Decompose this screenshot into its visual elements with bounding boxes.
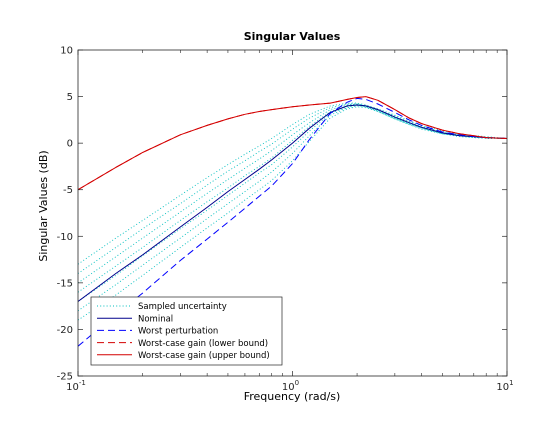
x-tick-exponent: 1 <box>509 379 513 387</box>
y-tick-label: -25 <box>57 372 73 383</box>
y-axis-label: Singular Values (dB) <box>37 150 50 261</box>
legend-box <box>90 296 283 366</box>
series-line-worst-perturbation <box>78 97 507 347</box>
y-tick-label: -5 <box>63 185 73 196</box>
sampled-uncertainty-lines <box>78 102 507 321</box>
x-tick-label: 101 <box>496 379 513 393</box>
legend-label-3: Worst perturbation <box>138 327 218 337</box>
legend-label-2: Nominal <box>138 314 173 324</box>
y-tick-label: 0 <box>67 139 73 150</box>
y-tick-label: 5 <box>67 92 73 103</box>
y-tick-label: -10 <box>57 232 73 243</box>
x-tick-exponent: 0 <box>295 379 299 387</box>
y-tick-label: -20 <box>57 325 73 336</box>
legend: Sampled uncertainty Nominal Worst perturba… <box>90 296 283 366</box>
legend-label-1: Sampled uncertainty <box>138 302 227 312</box>
series-line-worst-case-gain-upper-bound <box>78 96 507 191</box>
x-axis-label: Frequency (rad/s) <box>244 390 341 403</box>
chart-title: Singular Values <box>244 30 341 43</box>
axes-frame-layer <box>77 49 508 377</box>
y-tick-label: -15 <box>57 278 73 289</box>
legend-label-5: Worst-case gain (upper bound) <box>138 351 270 361</box>
y-tick-label: 10 <box>60 46 73 57</box>
x-tick-exponent: -1 <box>79 379 86 387</box>
series-line-nominal <box>78 104 507 302</box>
legend-label-4: Worst-case gain (lower bound) <box>138 339 268 349</box>
sampled-uncertainty-line-2 <box>78 103 507 274</box>
